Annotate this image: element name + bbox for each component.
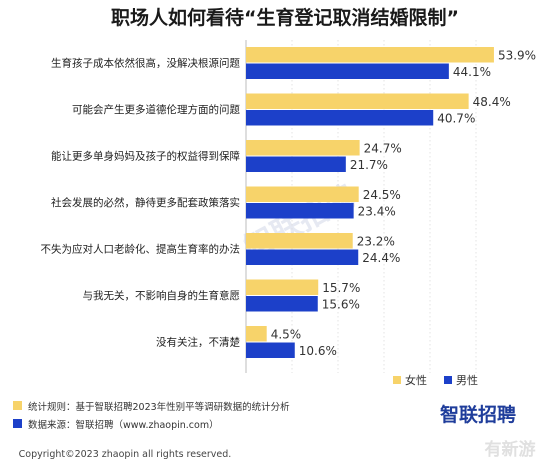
value-label-male-1: 40.7%: [437, 112, 475, 126]
value-label-female-6: 4.5%: [271, 328, 302, 342]
value-label-female-5: 15.7%: [322, 281, 360, 295]
bar-male-1: [246, 110, 434, 126]
footnotes: 统计规则：基于智联招聘2023年性别平等调研数据的统计分析 数据来源：智联招聘（…: [13, 401, 290, 431]
bar-male-3: [246, 203, 354, 219]
brand-logo-text: 智联招聘: [440, 403, 516, 426]
category-label-1: 可能会产生更多道德伦理方面的问题: [72, 103, 240, 116]
chart-title: 职场人如何看待“生育登记取消结婚限制”: [111, 6, 459, 29]
value-label-female-2: 24.7%: [364, 142, 402, 156]
category-label-0: 生育孩子成本依然很高，没解决根源问题: [51, 57, 240, 70]
category-label-6: 没有关注，不清楚: [156, 336, 240, 349]
brand-logo: 智联招聘: [440, 403, 516, 426]
value-label-male-2: 21.7%: [350, 158, 388, 172]
value-label-male-5: 15.6%: [322, 298, 360, 312]
value-label-female-1: 48.4%: [473, 95, 511, 109]
legend-label-female: 女性: [405, 373, 427, 387]
category-labels: 生育孩子成本依然很高，没解决根源问题可能会产生更多道德伦理方面的问题能让更多单身…: [41, 57, 241, 349]
footnote-rule: 统计规则：基于智联招聘2023年性别平等调研数据的统计分析: [28, 401, 290, 413]
bar-male-2: [246, 156, 346, 172]
value-label-female-0: 53.9%: [498, 49, 536, 63]
bar-male-6: [246, 342, 295, 358]
footnote-source: 数据来源：智联招聘（www.zhaopin.com）: [28, 419, 219, 431]
legend-swatch-male: [444, 376, 452, 384]
bar-male-0: [246, 63, 449, 79]
value-label-female-3: 24.5%: [363, 188, 401, 202]
legend: 女性 男性: [393, 373, 478, 387]
bar-female-1: [246, 93, 469, 109]
bar-female-5: [246, 279, 319, 295]
category-label-3: 社会发展的必然，静待更多配套政策落实: [51, 196, 240, 209]
category-label-2: 能让更多单身妈妈及孩子的权益得到保障: [51, 150, 240, 163]
bar-male-4: [246, 249, 359, 265]
bar-female-2: [246, 140, 360, 156]
legend-swatch-female: [393, 376, 401, 384]
bars: [246, 47, 494, 358]
footnote-marker-source: [13, 419, 22, 428]
value-labels: 53.9% 44.1% 48.4% 40.7% 24.7% 21.7% 24.5% 23.4%…: [271, 49, 536, 359]
bar-male-5: [246, 296, 318, 312]
category-label-5: 与我无关，不影响自身的生育意愿: [83, 289, 241, 302]
bar-female-4: [246, 233, 353, 249]
value-label-male-0: 44.1%: [453, 65, 491, 79]
corner-watermark: 有新游: [485, 439, 536, 460]
value-label-male-3: 23.4%: [358, 205, 396, 219]
bar-female-6: [246, 326, 267, 342]
bar-female-0: [246, 47, 494, 63]
value-label-female-4: 23.2%: [357, 235, 395, 249]
bar-female-3: [246, 186, 359, 202]
value-label-male-6: 10.6%: [299, 344, 337, 358]
value-label-male-4: 24.4%: [362, 251, 400, 265]
footnote-marker-rule: [13, 401, 22, 410]
category-label-4: 不失为应对人口老龄化、提高生育率的办法: [41, 243, 241, 256]
legend-label-male: 男性: [456, 373, 478, 387]
copyright: Copyright©2023 zhaopin all rights reserv…: [19, 449, 232, 460]
